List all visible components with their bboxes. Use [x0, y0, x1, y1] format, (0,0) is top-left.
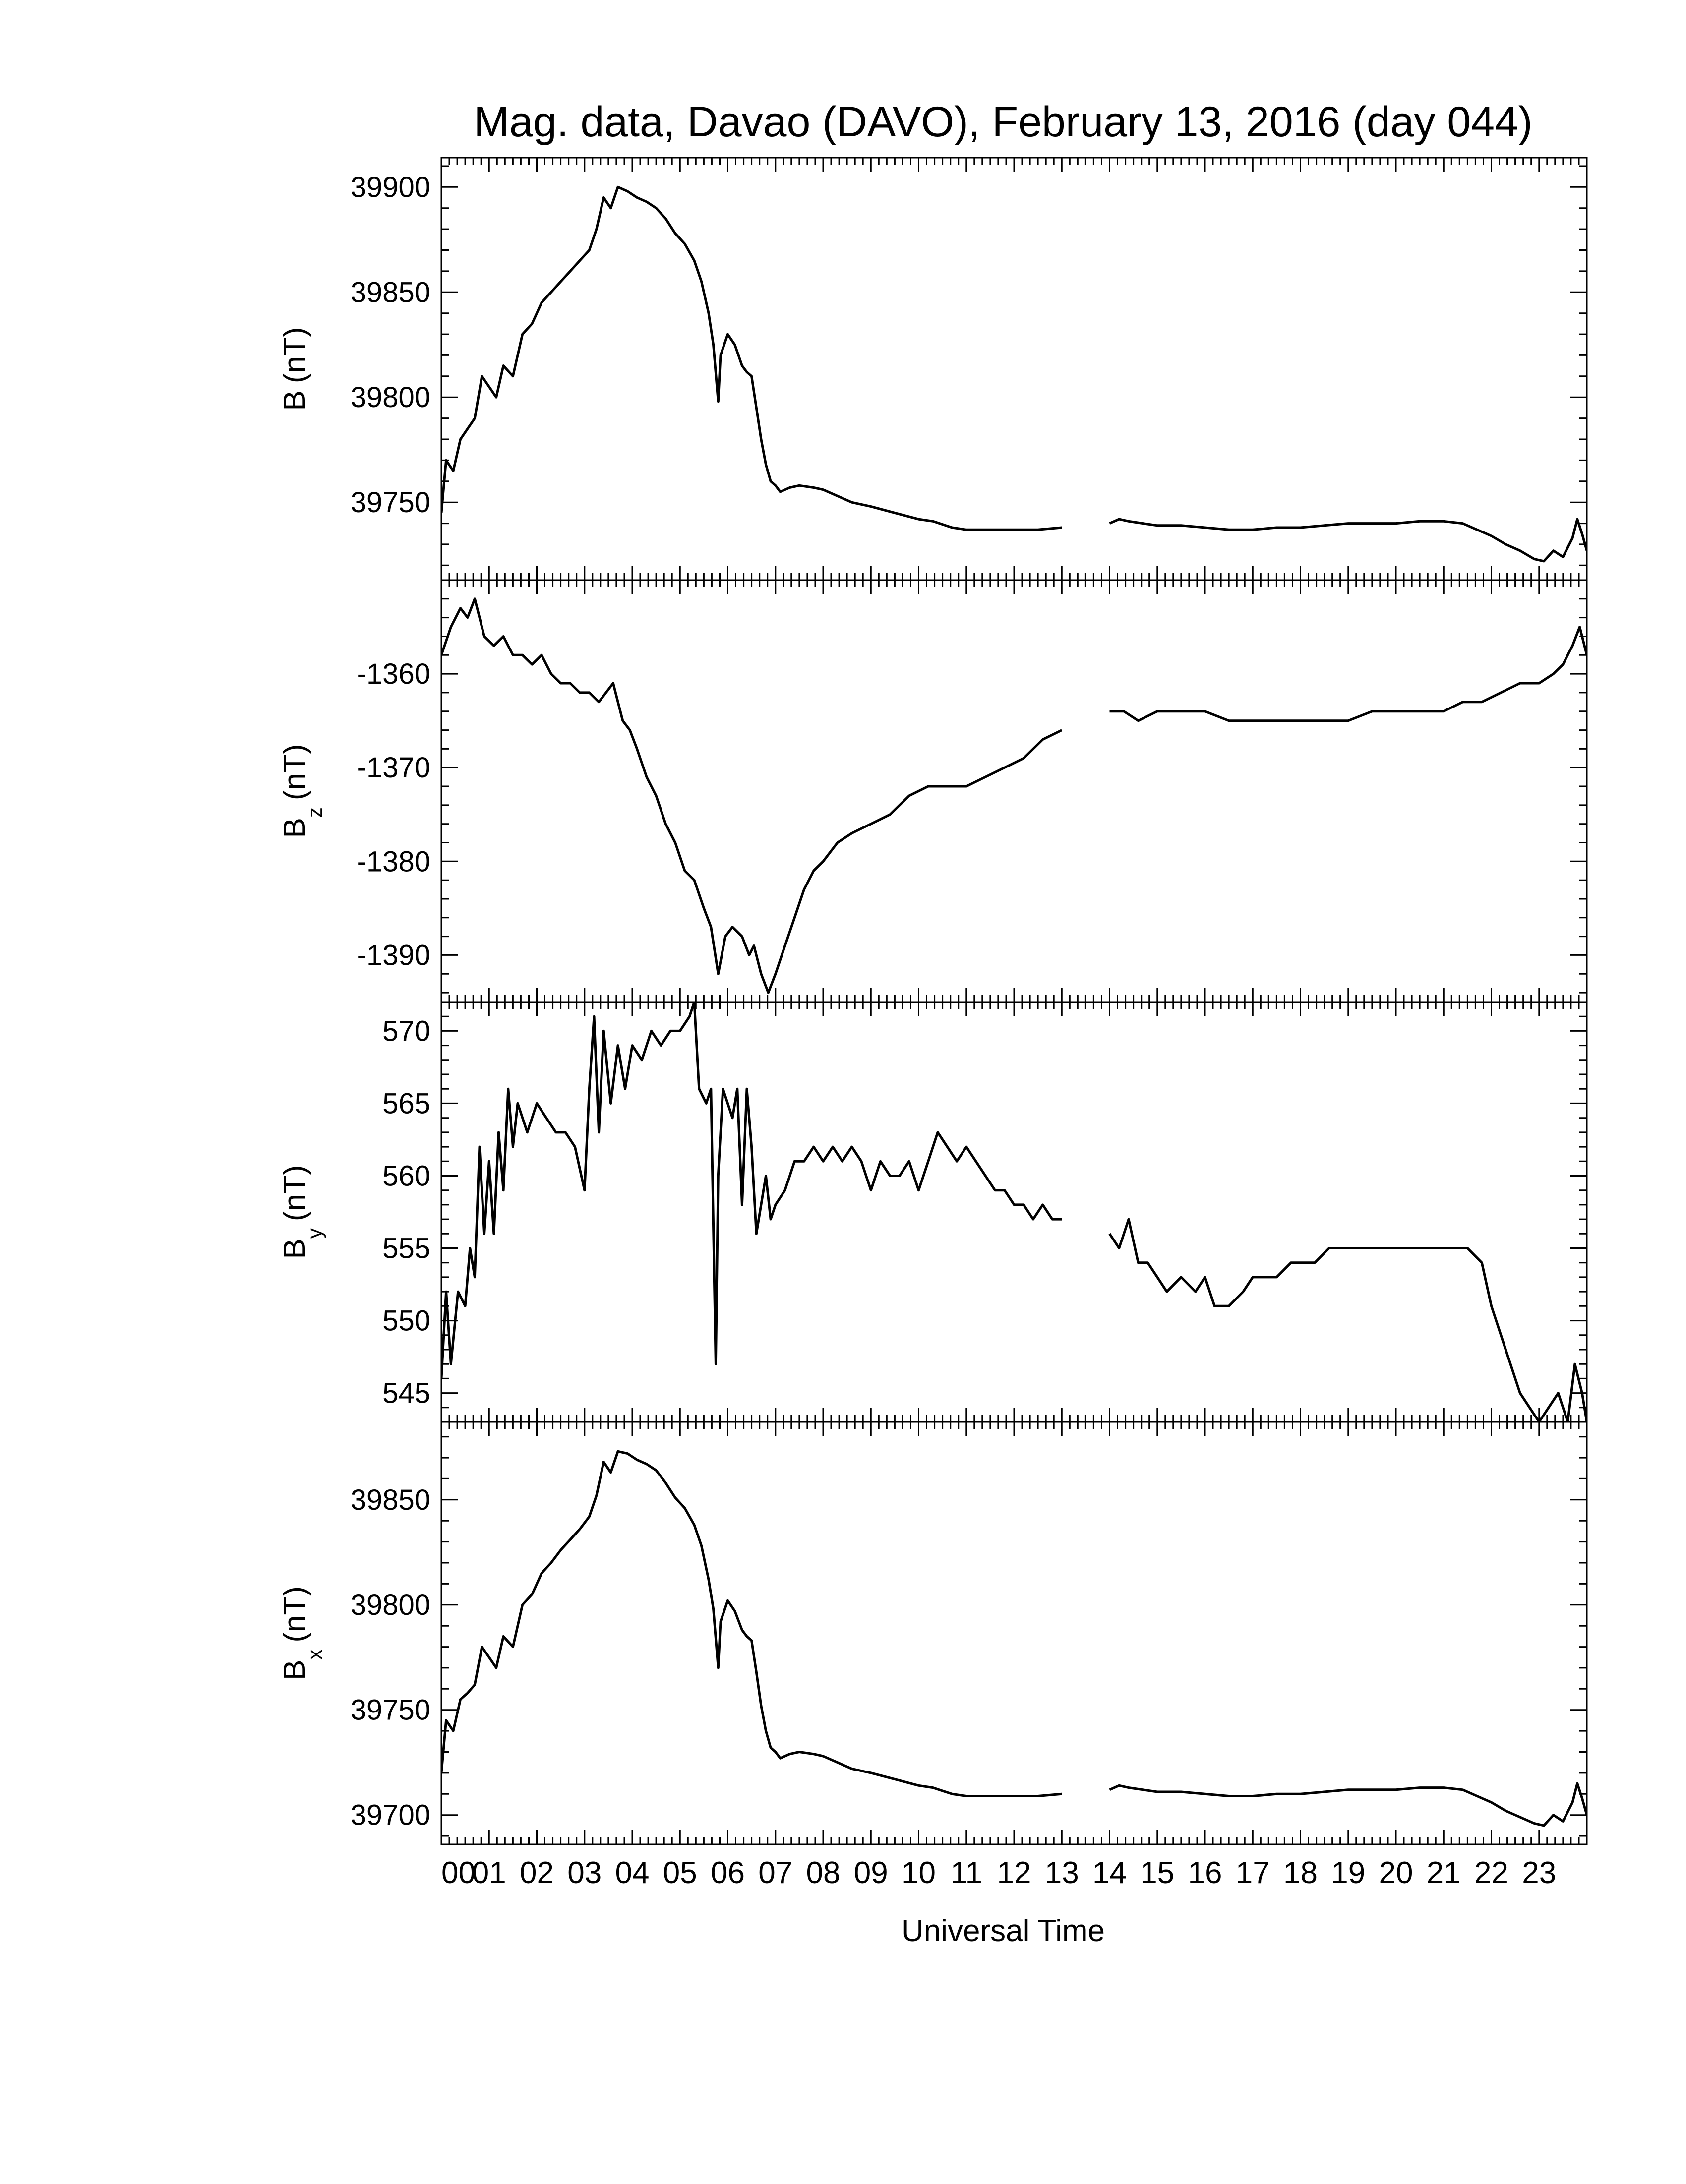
- x-tick-label: 18: [1283, 1856, 1318, 1890]
- y-axis-label-subscript: z: [303, 807, 326, 818]
- y-tick-label: -1370: [357, 752, 430, 784]
- y-axis-label-unit: (nT): [278, 1586, 312, 1643]
- x-tick-label: 01: [472, 1856, 506, 1890]
- x-tick-label: 06: [711, 1856, 745, 1890]
- y-tick-label: 39750: [351, 1694, 430, 1726]
- axis-ticks: [440, 579, 1588, 1002]
- y-axis-label: By (nT): [278, 1165, 326, 1259]
- series-line-segment-1: [441, 597, 1063, 994]
- x-tick-label: 23: [1522, 1856, 1556, 1890]
- panel-2: -1390 -1380 -1370 -1360 Bz (nT): [278, 579, 1588, 1003]
- series-line-segment-2: [1108, 1218, 1587, 1422]
- x-tick-label: 19: [1331, 1856, 1365, 1890]
- y-tick-label: 39900: [351, 171, 430, 203]
- x-tick-label: 13: [1045, 1856, 1079, 1890]
- y-axis-label-main: B: [278, 818, 312, 838]
- x-tick-label: 00: [441, 1856, 476, 1890]
- y-axis-label-main: B: [278, 390, 312, 411]
- chart-title: Mag. data, Davao (DAVO), February 13, 20…: [474, 98, 1532, 146]
- y-tick-label: 565: [382, 1087, 430, 1120]
- series-line-segment-1: [441, 1450, 1062, 1797]
- y-tick-label: -1360: [357, 658, 430, 690]
- y-tick-label: 39700: [351, 1799, 430, 1831]
- series-line-segment-1: [441, 185, 1062, 531]
- x-tick-label: 14: [1092, 1856, 1127, 1890]
- x-tick-label: 08: [806, 1856, 841, 1890]
- panel-1: 39750 39800 39850 39900 B (nT): [278, 157, 1588, 581]
- y-axis-label-subscript: x: [303, 1650, 326, 1660]
- y-axis-label-main: B: [278, 1239, 312, 1259]
- y-tick-label: 39750: [351, 486, 430, 519]
- x-tick-label: 20: [1379, 1856, 1413, 1890]
- y-tick-label: 560: [382, 1160, 430, 1192]
- x-tick-label: 03: [567, 1856, 602, 1890]
- y-axis-label-main: B: [278, 1660, 312, 1680]
- x-tick-label: 17: [1236, 1856, 1270, 1890]
- y-tick-label: 39800: [351, 381, 430, 413]
- y-tick-label: 555: [382, 1233, 430, 1265]
- x-tick-label: 21: [1427, 1856, 1461, 1890]
- y-axis-label-subscript: y: [303, 1228, 326, 1239]
- y-axis-label-unit: (nT): [278, 744, 312, 800]
- series-line-segment-2: [1109, 518, 1587, 563]
- y-tick-label: 545: [382, 1377, 430, 1410]
- x-tick-label: 10: [902, 1856, 936, 1890]
- x-tick-label: 12: [997, 1856, 1031, 1890]
- y-tick-label: 39850: [351, 1484, 430, 1516]
- y-tick-label: 39850: [351, 276, 430, 308]
- x-tick-label: 22: [1474, 1856, 1508, 1890]
- series-line-segment-1: [441, 1002, 1062, 1379]
- axis-ticks: [440, 1001, 1588, 1423]
- x-tick-label: 15: [1140, 1856, 1174, 1890]
- x-tick-label: 05: [663, 1856, 697, 1890]
- series-line-segment-2: [1109, 626, 1587, 722]
- y-tick-label: 570: [382, 1015, 430, 1047]
- panel-4: 39700 39750 39800 39850 Bx (nT): [278, 1421, 1588, 1845]
- y-axis-label: B (nT): [278, 327, 312, 411]
- y-tick-label: 39800: [351, 1589, 430, 1621]
- y-axis-label: Bx (nT): [278, 1586, 326, 1680]
- panel-3: 545 550 555 560 565 570 By (nT): [278, 1001, 1588, 1423]
- x-tick-label: 07: [758, 1856, 792, 1890]
- y-tick-label: -1380: [357, 845, 430, 878]
- y-axis-label-unit: (nT): [278, 327, 312, 383]
- panels: 39750 39800 39850 39900 B (nT) -1390 -1380 -1370…: [278, 157, 1588, 1890]
- y-tick-label: -1390: [357, 939, 430, 971]
- y-axis-label-unit: (nT): [278, 1165, 312, 1221]
- y-tick-label: 550: [382, 1305, 430, 1337]
- x-tick-label: 02: [520, 1856, 554, 1890]
- axis-ticks: [440, 1422, 1588, 1844]
- x-tick-label: 16: [1188, 1856, 1222, 1890]
- x-tick-label: 11: [951, 1856, 982, 1890]
- axis-ticks: [440, 158, 1588, 580]
- y-axis-label: Bz (nT): [278, 744, 326, 838]
- x-tick-label: 04: [615, 1856, 650, 1890]
- x-tick-label: 09: [854, 1856, 888, 1890]
- series-line-segment-2: [1109, 1782, 1587, 1827]
- x-axis-label: Universal Time: [902, 1914, 1105, 1948]
